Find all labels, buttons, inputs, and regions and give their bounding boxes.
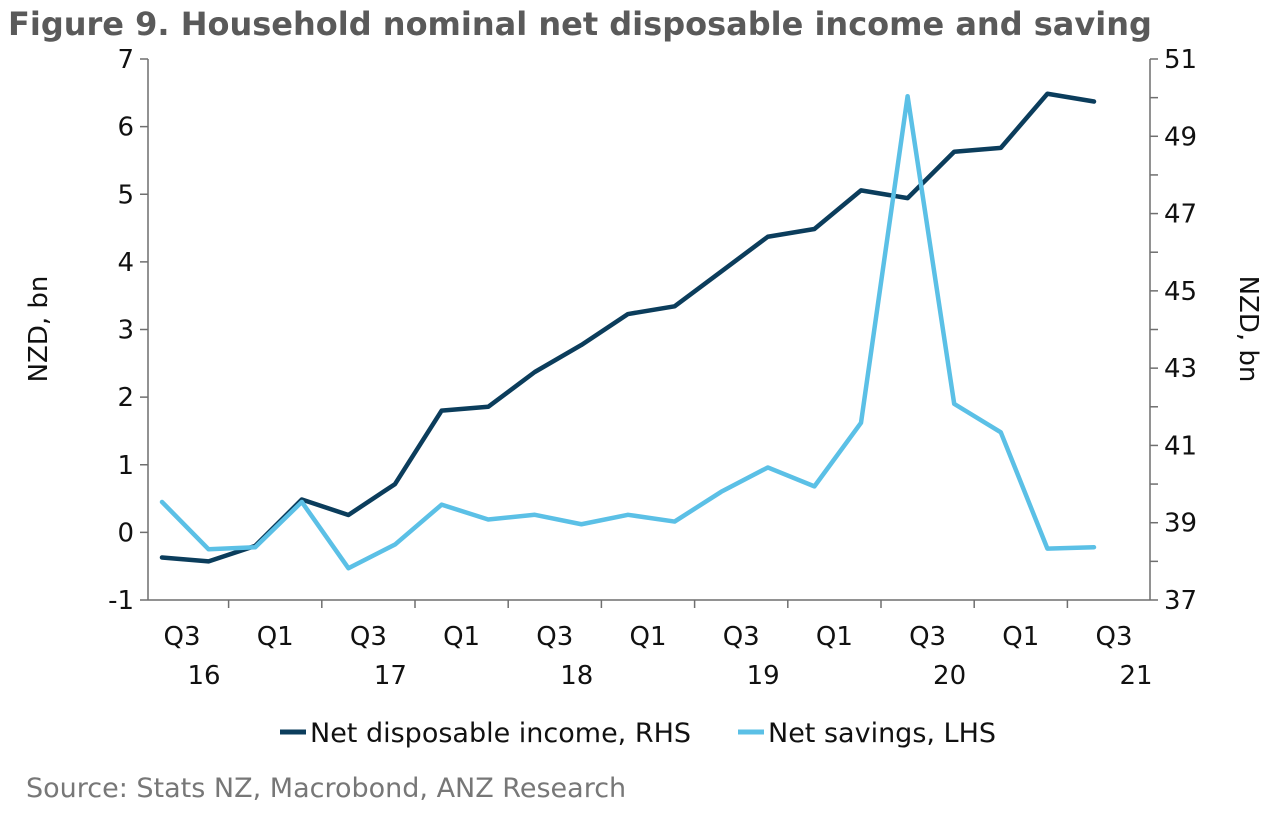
x-tick-year-label: 21	[1119, 661, 1152, 691]
right-tick-label: 47	[1164, 200, 1197, 230]
legend: Net disposable income, RHS Net savings, …	[280, 718, 996, 749]
right-axis-title: NZD, bn	[1233, 276, 1263, 383]
series-line-net-disposable-income	[159, 91, 1097, 564]
x-tick-label: Q3	[723, 622, 760, 652]
right-tick-label: 51	[1164, 45, 1197, 75]
x-tick-year-label: 16	[187, 661, 220, 691]
left-tick-label: 1	[117, 451, 134, 481]
x-tick-year-label: 19	[747, 661, 780, 691]
x-tick-label: Q3	[350, 622, 387, 652]
right-tick-label: 45	[1164, 277, 1197, 307]
left-tick-label: 2	[117, 383, 134, 413]
chart-title: Figure 9. Household nominal net disposab…	[8, 5, 1152, 43]
x-tick-label: Q3	[536, 622, 573, 652]
left-tick-label: 6	[117, 113, 134, 143]
right-tick-label: 37	[1164, 586, 1197, 616]
right-tick-label: 39	[1164, 509, 1197, 539]
left-tick-label: 4	[117, 248, 134, 278]
series-lines	[159, 91, 1097, 571]
left-tick-label: -1	[108, 586, 134, 616]
x-tick-label: Q1	[257, 622, 294, 652]
source-note: Source: Stats NZ, Macrobond, ANZ Researc…	[26, 773, 626, 804]
x-tick-label: Q1	[816, 622, 853, 652]
x-tick-label: Q1	[1002, 622, 1039, 652]
x-tick-year-label: 20	[933, 661, 966, 691]
x-tick-label: Q3	[1095, 622, 1132, 652]
x-axis-ticks: Q3 16 Q1 Q3 17 Q1 Q3 18 Q1 Q3 19 Q1 Q3 20 Q1 Q3 21	[163, 600, 1153, 691]
x-tick-label: Q3	[163, 622, 200, 652]
x-tick-label: Q1	[629, 622, 666, 652]
series-line-net-savings	[159, 93, 1097, 571]
right-tick-label: 43	[1164, 354, 1197, 384]
x-tick-label: Q3	[909, 622, 946, 652]
right-tick-label: 41	[1164, 431, 1197, 461]
x-tick-year-label: 18	[560, 661, 593, 691]
legend-label-net-disposable-income: Net disposable income, RHS	[310, 718, 691, 749]
legend-label-net-savings: Net savings, LHS	[768, 718, 996, 749]
left-axis-ticks: -1 0 1 2 3 4 5 6 7	[108, 45, 148, 616]
left-axis-title: NZD, bn	[24, 276, 54, 383]
left-tick-label: 3	[117, 316, 134, 346]
left-tick-label: 5	[117, 180, 134, 210]
left-tick-label: 0	[117, 518, 134, 548]
x-tick-label: Q1	[443, 622, 480, 652]
left-tick-label: 7	[117, 45, 134, 75]
right-axis-ticks: 37 39 41 43 45 47 49 51	[1150, 45, 1197, 616]
x-tick-year-label: 17	[374, 661, 407, 691]
right-tick-label: 49	[1164, 122, 1197, 152]
